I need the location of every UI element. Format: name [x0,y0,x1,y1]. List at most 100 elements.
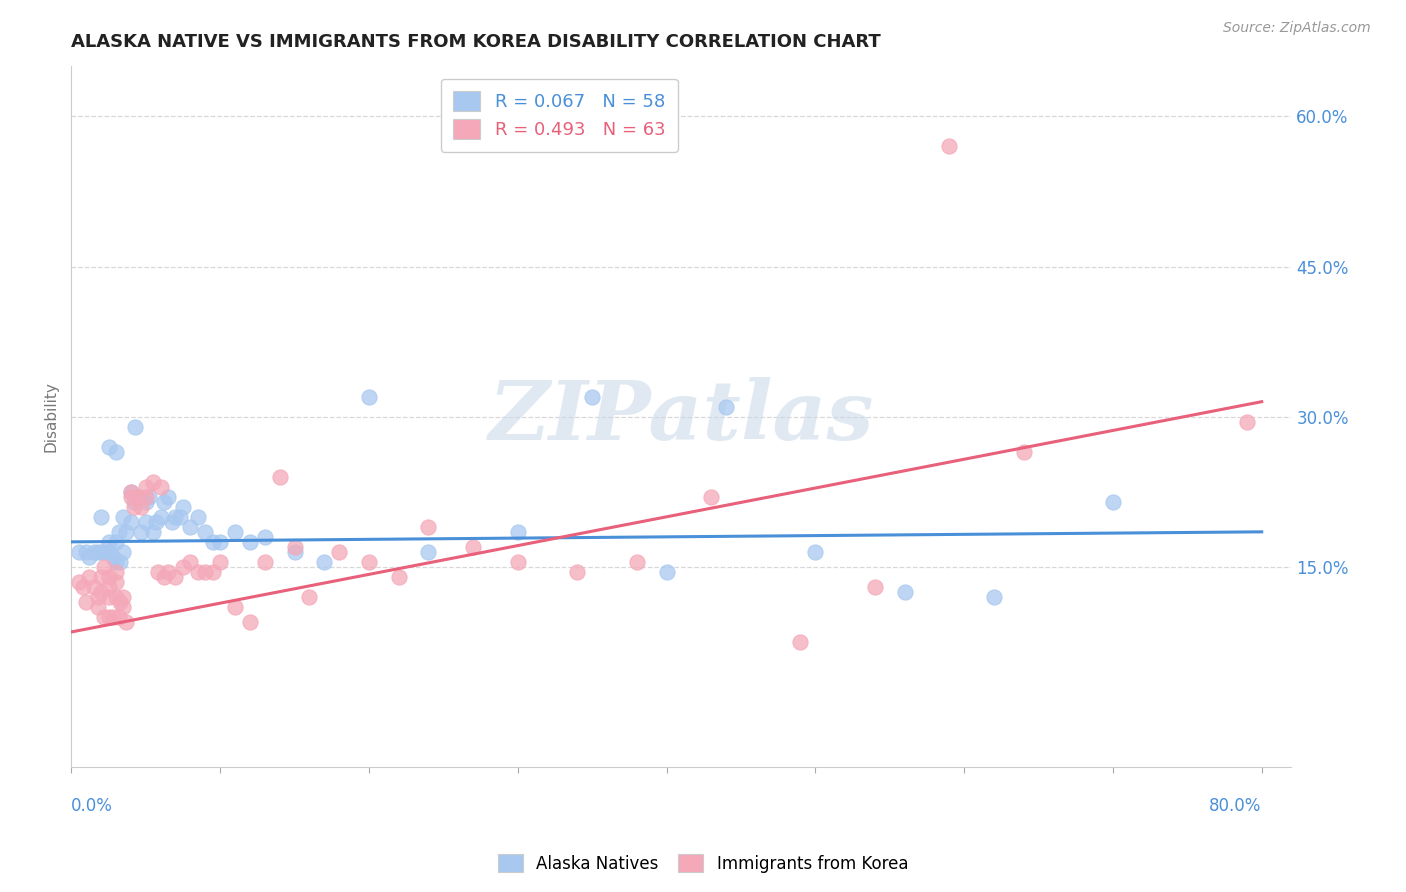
Point [789,635,811,649]
Point [152,570,174,584]
Point [142,524,165,539]
Point [83,580,105,594]
Point [224,524,246,539]
Point [165,570,187,584]
Point [120,484,142,499]
Point [209,534,232,549]
Legend: Alaska Natives, Immigrants from Korea: Alaska Natives, Immigrants from Korea [491,847,915,880]
Point [108,610,131,624]
Point [67,574,90,589]
Point [328,545,350,559]
Point [201,565,224,579]
Point [129,500,152,514]
Legend: R = 0.067   N = 58, R = 0.493   N = 63: R = 0.067 N = 58, R = 0.493 N = 63 [440,78,678,152]
Point [97,590,120,604]
Point [127,490,149,504]
Point [110,555,132,569]
Point [357,555,380,569]
Point [87,599,110,614]
Point [97,534,120,549]
Point [115,615,138,629]
Point [179,555,201,569]
Point [893,585,915,599]
Point [104,555,127,569]
Point [179,520,201,534]
Point [135,480,157,494]
Point [138,490,160,504]
Point [506,555,529,569]
Point [298,590,321,604]
Point [714,400,737,414]
Point [87,590,110,604]
Text: Source: ZipAtlas.com: Source: ZipAtlas.com [1223,21,1371,35]
Point [172,560,194,574]
Point [194,524,217,539]
Point [97,580,120,594]
Point [655,565,678,579]
Point [209,555,232,569]
Point [187,565,209,579]
Point [172,500,194,514]
Point [135,495,157,509]
Point [122,495,145,509]
Point [122,500,145,514]
Point [77,570,100,584]
Point [1102,495,1125,509]
Point [124,419,146,434]
Point [90,585,112,599]
Y-axis label: Disability: Disability [44,381,58,452]
Point [104,574,127,589]
Point [224,599,246,614]
Point [93,560,115,574]
Point [97,610,120,624]
Point [120,515,142,529]
Point [93,545,115,559]
Point [152,495,174,509]
Point [461,540,484,554]
Point [83,545,105,559]
Point [142,475,165,489]
Text: 0.0%: 0.0% [72,797,114,815]
Text: ZIPatlas: ZIPatlas [489,376,875,457]
Point [87,545,110,559]
Point [169,509,191,524]
Point [149,509,172,524]
Point [127,490,149,504]
Point [129,524,152,539]
Point [388,570,411,584]
Point [194,565,217,579]
Point [77,549,100,564]
Point [187,509,209,524]
Point [1236,415,1258,429]
Point [983,590,1005,604]
Point [104,565,127,579]
Point [101,610,124,624]
Point [90,545,112,559]
Point [67,545,90,559]
Point [149,480,172,494]
Point [93,610,115,624]
Point [418,520,440,534]
Point [101,549,124,564]
Point [201,534,224,549]
Point [112,599,135,614]
Point [97,545,120,559]
Point [239,615,262,629]
Point [108,524,131,539]
Point [75,545,97,559]
Point [104,534,127,549]
Point [567,565,589,579]
Point [314,555,336,569]
Point [700,490,723,504]
Point [72,580,94,594]
Point [90,570,112,584]
Point [863,580,886,594]
Point [581,390,603,404]
Point [357,390,380,404]
Point [90,509,112,524]
Point [938,139,960,153]
Point [112,590,135,604]
Point [120,484,142,499]
Point [104,444,127,458]
Point [165,509,187,524]
